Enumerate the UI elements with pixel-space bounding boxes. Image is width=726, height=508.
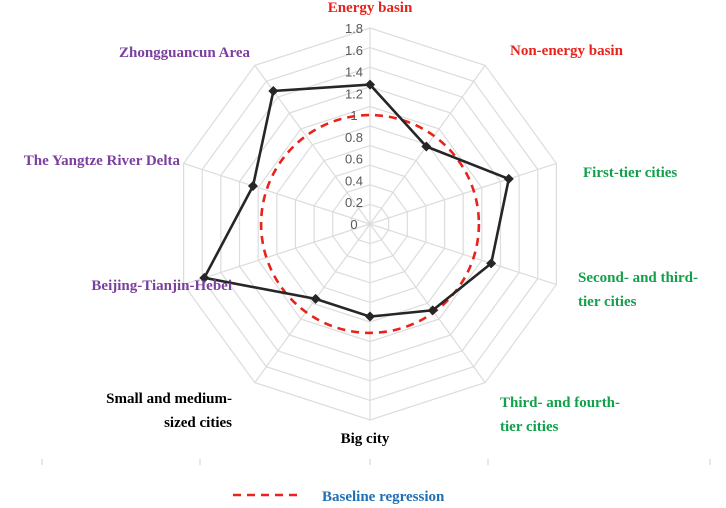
axis-label: First-tier cities: [583, 165, 677, 181]
radial-tick-labels: 00.20.40.60.811.21.41.61.8: [345, 21, 363, 232]
axis-label: Beijing-Tianjin-Hebei: [91, 278, 232, 294]
series-point: [365, 79, 375, 90]
axis-label: tier cities: [500, 419, 559, 435]
tick-label: 0.2: [345, 195, 363, 210]
tick-label: 1.4: [345, 65, 363, 80]
series-baseline-regression: [259, 113, 481, 335]
axis-labels: Energy basin Non-energy basin First-tier c…: [24, 0, 698, 447]
series-point: [310, 293, 321, 304]
axis-label: Third- and fourth-: [500, 395, 620, 411]
axis-label: Zhongguancun Area: [119, 45, 251, 61]
series-point: [268, 85, 279, 96]
axis-label: Non-energy basin: [510, 43, 624, 59]
tick-label: 1.6: [345, 43, 363, 58]
series-point: [199, 272, 210, 283]
grid-spoke: [369, 223, 486, 383]
legend: Baseline regression: [233, 489, 445, 505]
series-point: [486, 258, 497, 269]
grid-spoke: [254, 223, 371, 383]
tick-label: 1.8: [345, 21, 363, 36]
tick-label: 0.4: [345, 173, 363, 188]
grid-spoke: [369, 162, 557, 225]
series-point: [365, 311, 375, 322]
axis-label: tier cities: [578, 294, 637, 310]
axis-label: Energy basin: [328, 0, 413, 16]
grid-spoke: [183, 223, 371, 286]
grid-spoke: [369, 223, 557, 286]
legend-label-baseline: Baseline regression: [322, 489, 445, 505]
tick-label: 1.2: [345, 86, 363, 101]
series-point: [503, 173, 514, 184]
grid-spoke: [183, 162, 371, 225]
radar-grid: [183, 27, 558, 421]
axis-label: Big city: [341, 431, 390, 447]
axis-label: sized cities: [164, 415, 232, 431]
series-point: [421, 141, 432, 152]
frame-tick-marks: [41, 459, 711, 465]
tick-label: 0: [350, 217, 357, 232]
axis-label: The Yangtze River Delta: [24, 153, 181, 169]
tick-label: 0.8: [345, 130, 363, 145]
series-point: [427, 305, 438, 316]
series-layer: [199, 79, 514, 335]
axis-label: Second- and third-: [578, 270, 698, 286]
axis-label: Small and medium-: [106, 391, 232, 407]
tick-label: 0.6: [345, 152, 363, 167]
series-point: [247, 180, 258, 191]
